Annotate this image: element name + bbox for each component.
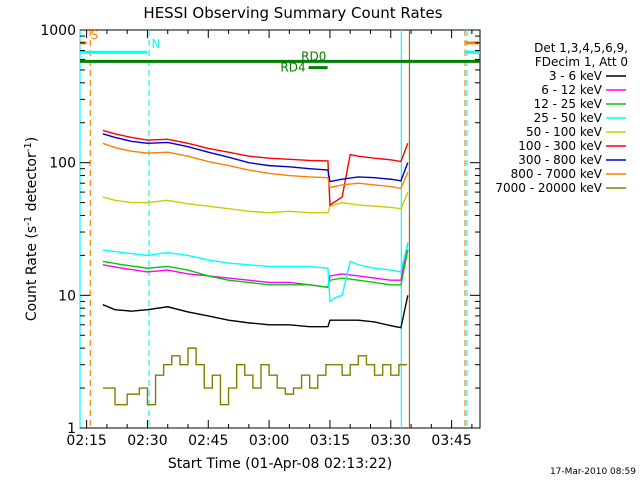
instrument-state-lines [79, 30, 468, 428]
x-tick-label: 02:15 [66, 433, 106, 449]
legend-entry-label: 800 - 7000 keV [511, 167, 603, 181]
x-tick-label: 03:30 [371, 433, 411, 449]
x-tick-label: 02:45 [188, 433, 228, 449]
series-line-50-100-kev [102, 191, 409, 214]
y-tick-label: 1 [67, 421, 76, 437]
x-tick-label: 03:45 [431, 433, 471, 449]
generated-timestamp: 17-Mar-2010 08:59 [550, 467, 636, 477]
marker-label: N [151, 37, 160, 51]
marker-label: RD4 [280, 61, 305, 75]
series-line-6-12-kev [102, 242, 409, 289]
marker-label: RD0 [301, 49, 326, 63]
legend-header-line-2: FDecim 1, Att 0 [535, 55, 628, 69]
legend-entry-label: 25 - 50 keV [534, 111, 603, 125]
y-axis-label: Count Rate (s-1 detector-1) [23, 137, 40, 321]
legend-entry-label: 300 - 800 keV [518, 153, 602, 167]
series-line-800-7000-kev [102, 142, 409, 190]
y-tick-label: 1000 [40, 23, 76, 39]
chart-title: HESSI Observing Summary Count Rates [143, 4, 442, 22]
legend-entry-label: 6 - 12 keV [541, 83, 603, 97]
x-axis-label: Start Time (01-Apr-08 02:13:22) [168, 456, 392, 472]
series-line-100-300-kev [102, 129, 409, 207]
x-tick-label: 02:30 [127, 433, 167, 449]
y-tick-label: 100 [49, 156, 76, 172]
series-line-7000-20000-kev [102, 347, 407, 406]
legend-header-line-1: Det 1,3,4,5,6,9, [534, 41, 628, 55]
y-tick-label: 10 [58, 288, 76, 304]
series-line-3-6-kev [102, 295, 409, 329]
axis-ticks: 02:15 02:30 02:45 03:00 03:15 03:30 03:45 1 10 10… [40, 23, 480, 449]
plot-frame [79, 29, 481, 429]
legend-entry-label: 12 - 25 keV [534, 97, 603, 111]
legend: Det 1,3,4,5,6,9, FDecim 1, Att 0 3 - 6 k… [495, 41, 628, 195]
series-line-12-25-kev [102, 249, 409, 289]
series-line-25-50-kev [102, 242, 409, 303]
series-line-300-800-kev [102, 133, 409, 183]
marker-label: S [91, 28, 99, 42]
x-tick-label: 03:00 [249, 433, 289, 449]
legend-entry-label: 100 - 300 keV [518, 139, 602, 153]
x-tick-label: 03:15 [310, 433, 350, 449]
series-group [102, 129, 409, 406]
legend-entry-label: 3 - 6 keV [549, 69, 603, 83]
legend-entry-label: 50 - 100 keV [526, 125, 603, 139]
legend-entry-label: 7000 - 20000 keV [495, 181, 602, 195]
